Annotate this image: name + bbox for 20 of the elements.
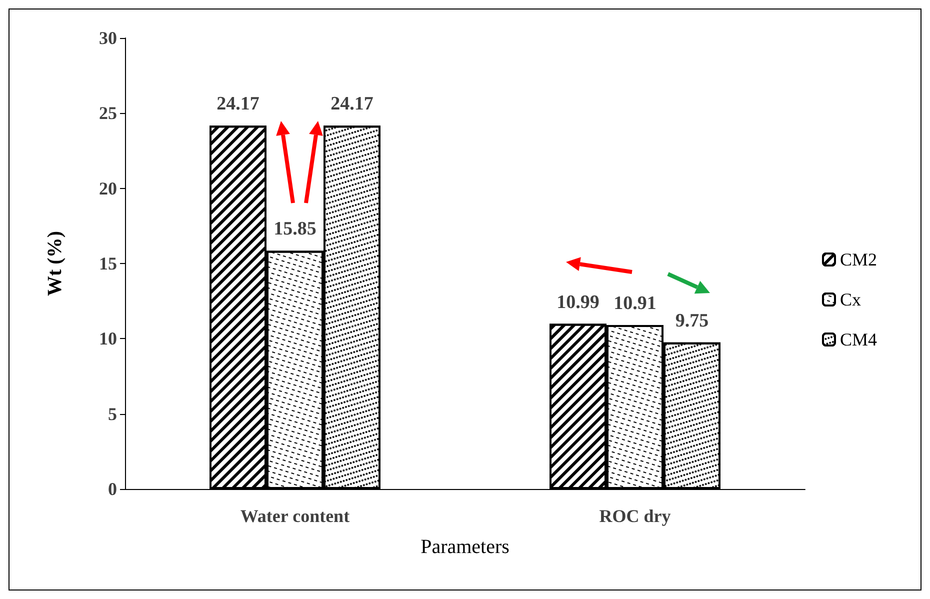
y-tick-label: 30 xyxy=(99,28,117,48)
legend-label: CM2 xyxy=(840,250,878,270)
data-label: 24.17 xyxy=(216,94,260,115)
y-axis-title: Wt (%) xyxy=(44,231,66,296)
legend-label: CM4 xyxy=(840,330,878,350)
y-tick-label: 25 xyxy=(99,103,117,124)
y-tick-label: 10 xyxy=(99,328,117,349)
y-tick-label: 15 xyxy=(99,254,117,274)
data-label: 10.91 xyxy=(614,292,656,314)
x-axis-title: Parameters xyxy=(420,536,510,558)
data-label: 9.75 xyxy=(675,310,709,332)
x-tick-label: ROC dry xyxy=(599,506,671,526)
y-tick-label: 0 xyxy=(108,479,117,499)
y-tick-label: 20 xyxy=(99,178,117,198)
legend-label: Cx xyxy=(840,290,862,310)
x-tick-label: Water content xyxy=(240,506,350,526)
data-label: 15.85 xyxy=(274,218,316,240)
y-tick-label: 5 xyxy=(108,404,117,424)
data-label: 10.99 xyxy=(556,292,600,313)
data-label: 24.17 xyxy=(330,94,374,115)
